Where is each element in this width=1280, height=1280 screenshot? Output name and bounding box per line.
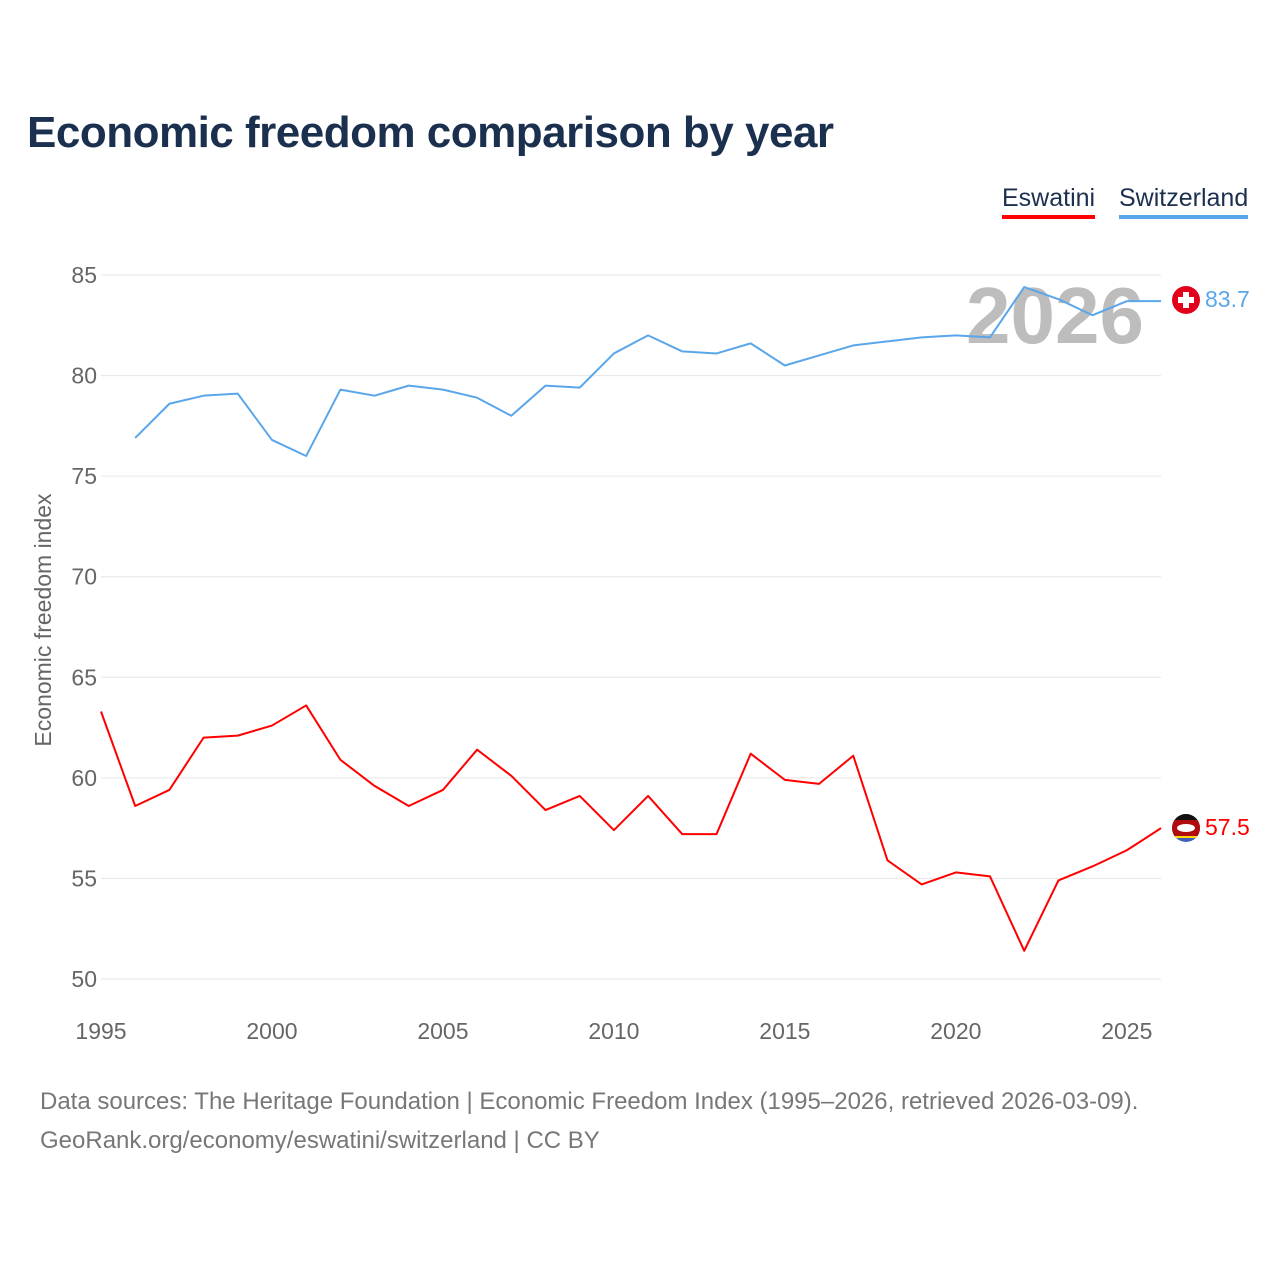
switzerland-flag-icon	[1172, 286, 1200, 314]
y-tick-label: 50	[71, 966, 97, 992]
series-line-switzerland	[134, 286, 1161, 458]
switzerland-end-label: 83.7	[1205, 286, 1250, 312]
y-tick-label: 80	[71, 363, 97, 389]
y-axis-label: Economic freedom index	[30, 493, 56, 747]
x-tick-label: 2025	[1101, 1018, 1152, 1044]
y-tick-label: 55	[71, 865, 97, 891]
chart-title: Economic freedom comparison by year	[27, 108, 834, 157]
eswatini-flag-icon	[1172, 814, 1200, 842]
x-tick-label: 2010	[588, 1018, 639, 1044]
x-tick-label: 2005	[417, 1018, 468, 1044]
y-tick-label: 70	[71, 564, 97, 590]
x-tick-label: 1995	[75, 1018, 126, 1044]
y-tick-label: 85	[71, 262, 97, 288]
x-tick-label: 2015	[759, 1018, 810, 1044]
footer-sources: Data sources: The Heritage Foundation | …	[40, 1088, 1139, 1115]
legend-item-switzerland[interactable]: Switzerland	[1119, 184, 1249, 219]
eswatini-end-label: 57.5	[1205, 814, 1250, 840]
y-tick-label: 75	[71, 463, 97, 489]
legend-item-eswatini[interactable]: Eswatini	[1002, 184, 1096, 219]
y-tick-label: 65	[71, 664, 97, 690]
y-tick-label: 60	[71, 765, 97, 791]
x-tick-label: 2020	[930, 1018, 981, 1044]
year-watermark: 2026	[966, 271, 1144, 360]
series-line-eswatini	[100, 704, 1162, 952]
footer-attribution[interactable]: GeoRank.org/economy/eswatini/switzerland…	[40, 1127, 600, 1154]
x-tick-label: 2000	[246, 1018, 297, 1044]
